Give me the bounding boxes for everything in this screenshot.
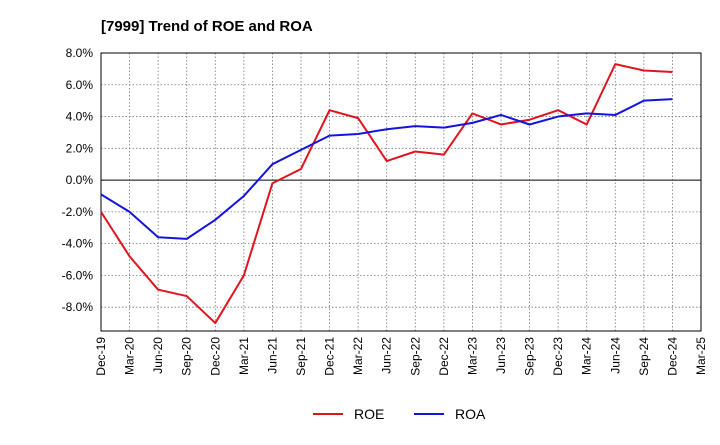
x-tick-label: Sep-24 <box>637 337 651 376</box>
series <box>100 63 673 325</box>
y-tick-label: 2.0% <box>66 141 94 155</box>
legend: ROE ROA <box>313 406 486 422</box>
x-tick-label: Dec-22 <box>437 337 451 376</box>
x-tick-label: Mar-21 <box>237 337 251 375</box>
y-tick-label: -6.0% <box>62 268 94 282</box>
x-tick-label: Mar-20 <box>123 337 137 375</box>
x-tick-label: Sep-23 <box>523 337 537 376</box>
x-tick-label: Jun-20 <box>151 337 165 374</box>
x-tick-label: Sep-21 <box>294 337 308 376</box>
y-tick-label: -2.0% <box>62 205 94 219</box>
plot-area <box>100 52 702 332</box>
x-tick-label: Jun-21 <box>265 337 279 374</box>
x-tick-label: Sep-20 <box>180 337 194 376</box>
x-tick-label: Dec-21 <box>323 337 337 376</box>
y-tick-label: 8.0% <box>66 46 94 60</box>
y-tick-label: 0.0% <box>66 173 94 187</box>
chart-title: [7999] Trend of ROE and ROA <box>101 18 313 35</box>
x-tick-label: Dec-19 <box>94 337 108 376</box>
y-tick-label: -8.0% <box>62 300 94 314</box>
grid <box>101 53 701 331</box>
x-tick-label: Jun-22 <box>380 337 394 374</box>
y-tick-label: -4.0% <box>62 237 94 251</box>
x-tick-label: Jun-24 <box>608 337 622 374</box>
y-tick-label: 4.0% <box>66 110 94 124</box>
y-tick-label: 6.0% <box>66 78 94 92</box>
axes: 8.0% 6.0% 4.0% 2.0% 0.0% -2.0% -4.0% -6.0% -8.0%… <box>62 46 708 376</box>
x-tick-label: Dec-23 <box>551 337 565 376</box>
x-tick-label: Dec-20 <box>208 337 222 376</box>
x-tick-label: Mar-22 <box>351 337 365 375</box>
x-tick-label: Dec-24 <box>665 337 679 376</box>
x-tick-label: Mar-23 <box>465 337 479 375</box>
legend-label-roa: ROA <box>455 406 486 422</box>
x-tick-label: Sep-22 <box>408 337 422 376</box>
series-line-roa <box>100 98 673 240</box>
legend-label-roe: ROE <box>354 406 384 422</box>
x-tick-label: Mar-24 <box>580 337 594 375</box>
x-tick-label: Jun-23 <box>494 337 508 374</box>
series-line-roe <box>100 63 673 325</box>
x-tick-label: Mar-25 <box>694 337 708 375</box>
